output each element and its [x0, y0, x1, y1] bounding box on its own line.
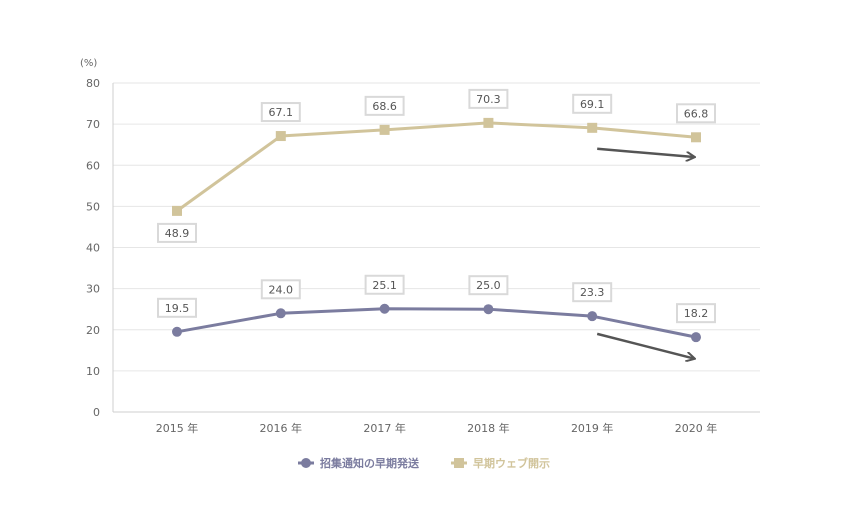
legend-marker — [454, 458, 464, 468]
series-layer: 19.5 24.0 25.1 25.0 23.3 18.2 48.9 67.1 68.6 70.3… — [158, 90, 715, 342]
data-label: 48.9 — [165, 227, 190, 240]
y-tick-label: 50 — [86, 200, 100, 213]
data-label: 19.5 — [165, 302, 190, 315]
series-1: 19.5 24.0 25.1 25.0 23.3 18.2 — [158, 276, 715, 342]
x-tick-label: 2017 年 — [363, 421, 406, 435]
data-label: 67.1 — [269, 106, 294, 119]
legend-item: 早期ウェブ開示 — [451, 456, 550, 470]
y-tick-label: 20 — [86, 324, 100, 337]
trend-arrow — [597, 334, 694, 359]
data-point — [380, 304, 390, 314]
data-point — [691, 132, 701, 142]
data-label: 18.2 — [684, 307, 709, 320]
data-label: 70.3 — [476, 93, 501, 106]
data-point — [380, 125, 390, 135]
y-tick-label: 60 — [86, 159, 100, 172]
legend-item: 招集通知の早期発送 — [298, 456, 420, 470]
y-axis: 0 10 20 30 40 50 60 70 80 — [86, 77, 113, 419]
legend: 招集通知の早期発送 早期ウェブ開示 — [298, 456, 550, 470]
data-label: 23.3 — [580, 286, 605, 299]
data-point — [691, 332, 701, 342]
y-tick-label: 80 — [86, 77, 100, 90]
x-tick-label: 2016 年 — [260, 421, 303, 435]
y-tick-label: 70 — [86, 118, 100, 131]
data-point — [172, 206, 182, 216]
data-label: 69.1 — [580, 98, 605, 111]
legend-label: 招集通知の早期発送 — [320, 456, 420, 470]
x-tick-label: 2015 年 — [156, 421, 199, 435]
grid-lines — [113, 83, 760, 412]
series-line — [177, 309, 696, 337]
data-label: 66.8 — [684, 107, 709, 120]
data-point — [483, 118, 493, 128]
trend-arrow — [597, 149, 694, 157]
y-tick-label: 10 — [86, 365, 100, 378]
x-axis: 2015 年 2016 年 2017 年 2018 年 2019 年 2020 年 — [156, 421, 718, 435]
data-point — [483, 304, 493, 314]
data-label: 24.0 — [269, 283, 294, 296]
data-point — [276, 131, 286, 141]
y-tick-label: 40 — [86, 242, 100, 255]
data-point — [276, 308, 286, 318]
data-point — [587, 123, 597, 133]
y-tick-label: 0 — [93, 406, 100, 419]
series-line — [177, 123, 696, 211]
data-label: 68.6 — [372, 100, 397, 113]
x-tick-label: 2020 年 — [675, 421, 718, 435]
y-axis-unit: (%) — [80, 58, 97, 69]
legend-label: 早期ウェブ開示 — [473, 456, 550, 470]
y-tick-label: 30 — [86, 283, 100, 296]
data-label: 25.0 — [476, 279, 501, 292]
data-point — [172, 327, 182, 337]
data-point — [587, 311, 597, 321]
x-tick-label: 2018 年 — [467, 421, 510, 435]
x-tick-label: 2019 年 — [571, 421, 614, 435]
series-2: 48.9 67.1 68.6 70.3 69.1 66.8 — [158, 90, 715, 242]
legend-marker — [301, 458, 311, 468]
data-label: 25.1 — [372, 279, 397, 292]
